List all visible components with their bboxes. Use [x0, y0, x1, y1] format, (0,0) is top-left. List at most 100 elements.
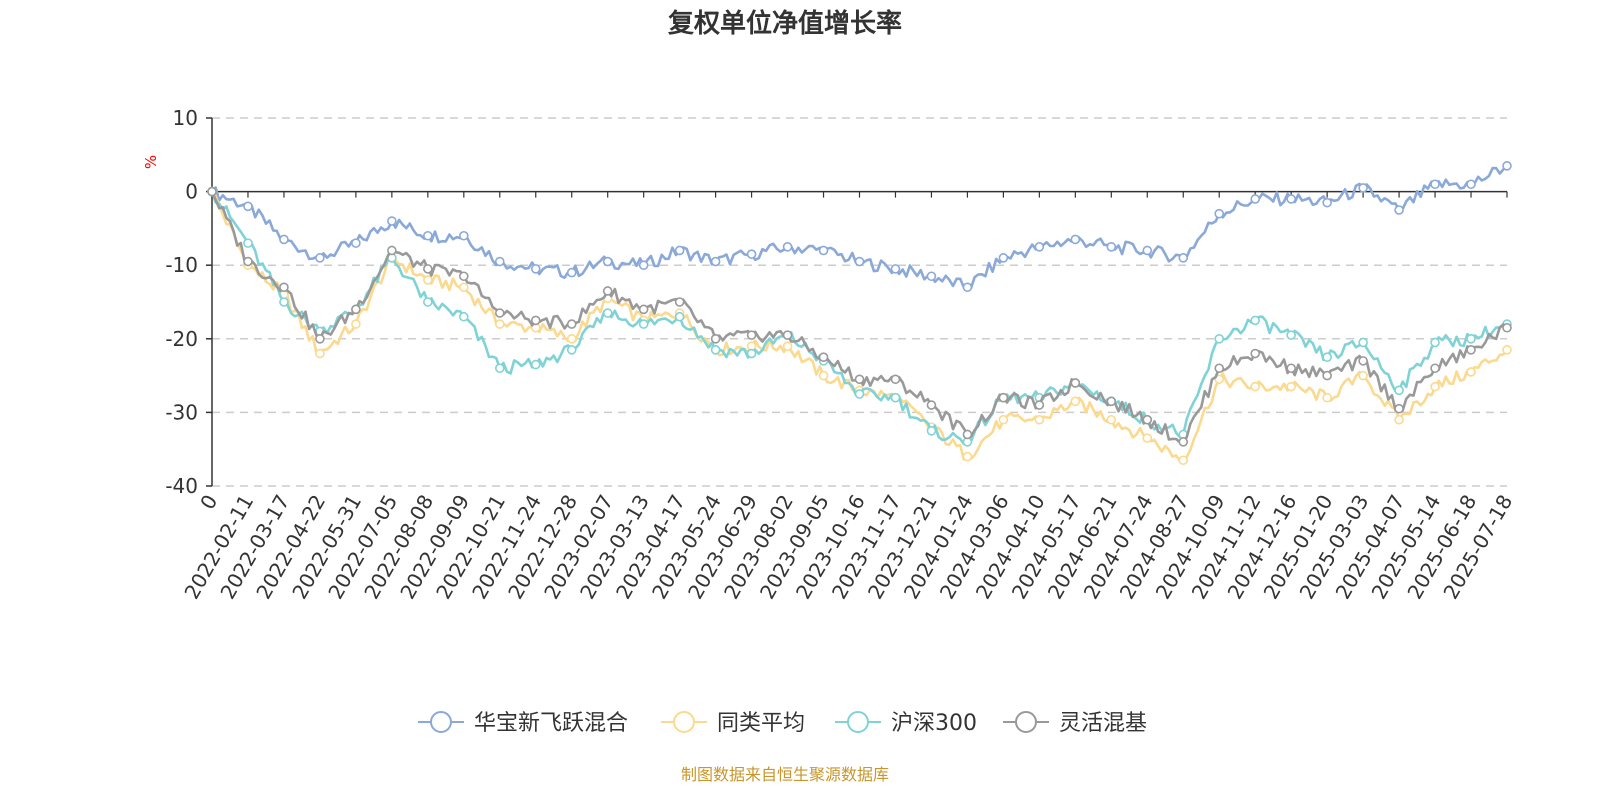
- data-point: [279, 297, 289, 307]
- data-point: [1286, 363, 1296, 374]
- data-point: [1502, 322, 1512, 333]
- data-point: [351, 304, 361, 315]
- data-point: [710, 333, 721, 344]
- data-point: [1394, 403, 1404, 414]
- data-point: [1214, 333, 1225, 344]
- data-point: [1466, 367, 1476, 377]
- data-point: [387, 216, 397, 226]
- data-point: [782, 341, 793, 351]
- data-point: [1430, 381, 1440, 392]
- data-point: [1070, 378, 1081, 388]
- data-point: [494, 308, 505, 318]
- legend-marker: [673, 711, 695, 733]
- data-point: [1106, 242, 1117, 252]
- data-point: [1394, 205, 1404, 215]
- data-point: [530, 315, 541, 326]
- data-point: [207, 186, 217, 197]
- data-point: [1250, 381, 1260, 392]
- legend-marker: [847, 711, 869, 733]
- chart-title: 复权单位净值增长率: [668, 8, 902, 39]
- data-point: [1178, 437, 1189, 447]
- data-point: [962, 451, 973, 462]
- data-point: [1214, 363, 1225, 374]
- data-point: [1178, 455, 1189, 466]
- data-point: [854, 256, 865, 267]
- data-point: [1358, 337, 1368, 348]
- data-point: [423, 264, 433, 274]
- x-tick-label: 0: [195, 491, 222, 514]
- data-point: [746, 249, 757, 259]
- data-point: [1034, 400, 1045, 410]
- y-tick-labels: 10 0 -10 -20 -30 -40: [165, 106, 198, 498]
- data-point: [890, 374, 901, 385]
- gridlines: [212, 117, 1507, 487]
- data-point: [674, 297, 685, 307]
- data-point: [1106, 414, 1117, 425]
- y-tick-label: -20: [165, 327, 198, 351]
- data-point: [566, 267, 577, 278]
- data-point: [602, 256, 613, 267]
- data-point: [962, 429, 973, 440]
- data-point: [1466, 333, 1476, 344]
- data-point: [1322, 352, 1332, 363]
- data-point: [854, 374, 865, 385]
- data-point: [1142, 245, 1153, 256]
- data-point: [1286, 194, 1296, 204]
- data-point: [1394, 385, 1404, 396]
- data-point: [459, 271, 469, 282]
- data-point: [1466, 179, 1476, 190]
- data-point: [423, 275, 433, 285]
- y-axis-unit: %: [142, 155, 160, 169]
- data-point: [638, 260, 649, 271]
- data-point: [818, 370, 829, 381]
- series-lines: [207, 161, 1512, 466]
- data-point: [243, 238, 253, 248]
- data-point: [494, 256, 505, 267]
- data-point: [1070, 234, 1081, 245]
- data-point: [1358, 356, 1368, 366]
- y-tick-label: 10: [173, 106, 198, 130]
- data-point: [1214, 208, 1225, 219]
- data-point: [1142, 433, 1153, 443]
- data-point: [279, 234, 289, 245]
- data-point: [638, 304, 649, 315]
- data-point: [1142, 414, 1153, 425]
- data-point: [1466, 345, 1476, 355]
- data-point: [1322, 197, 1332, 208]
- data-point: [1358, 370, 1368, 381]
- y-tick-label: -10: [165, 253, 198, 277]
- data-point: [998, 253, 1009, 263]
- data-point: [1430, 337, 1440, 348]
- data-point: [710, 345, 721, 355]
- data-point: [423, 230, 433, 241]
- data-point: [494, 363, 505, 374]
- x-tick-labels: 02022-02-112022-03-172022-04-222022-05-3…: [179, 491, 1517, 604]
- legend-label: 灵活混基: [1059, 711, 1147, 736]
- data-point: [279, 282, 289, 293]
- y-tick-label: -30: [165, 400, 198, 424]
- data-point: [459, 311, 469, 322]
- data-point: [1250, 348, 1260, 359]
- data-point: [818, 352, 829, 363]
- data-point: [1502, 161, 1512, 171]
- data-point: [315, 348, 325, 359]
- data-point: [710, 256, 721, 267]
- data-point: [674, 245, 685, 256]
- data-point: [243, 201, 253, 212]
- data-point: [566, 319, 577, 329]
- data-point: [602, 286, 613, 296]
- data-point: [243, 256, 253, 267]
- data-point: [782, 242, 793, 252]
- data-point: [998, 392, 1009, 403]
- axes: [206, 117, 1508, 487]
- data-point: [1034, 242, 1045, 252]
- data-point: [1430, 363, 1440, 374]
- data-point: [1214, 374, 1225, 385]
- data-point: [494, 319, 505, 329]
- data-point: [1322, 370, 1332, 381]
- legend-marker: [430, 711, 452, 733]
- data-point: [459, 230, 469, 241]
- y-tick-label: 0: [185, 180, 198, 204]
- data-point: [1394, 414, 1404, 425]
- data-point: [351, 238, 361, 248]
